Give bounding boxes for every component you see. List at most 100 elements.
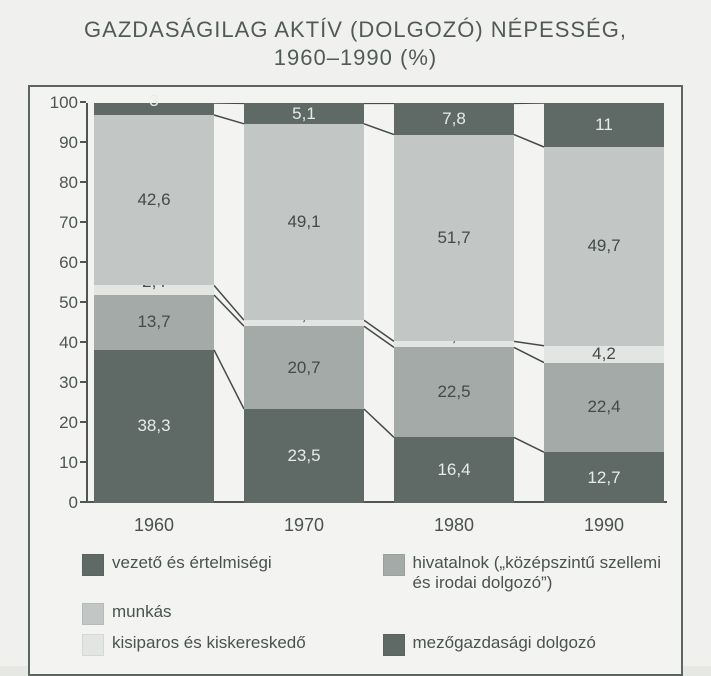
legend-label: vezető és értelmiségi — [112, 553, 272, 573]
plot-area: 010203040506070809010038,313,72,442,6323… — [86, 103, 667, 503]
segment-kisiparos: 2,4 — [94, 285, 214, 295]
segment-munkas: 51,7 — [394, 135, 514, 342]
segment-munkas: 49,7 — [544, 147, 664, 346]
connector-line — [514, 347, 544, 362]
segment-label: 7,8 — [442, 109, 466, 129]
legend-label: kisiparos és kiskereskedő — [112, 633, 306, 653]
segment-hivatalnok: 22,5 — [394, 347, 514, 437]
segment-vezeto: 11 — [544, 103, 664, 147]
x-label: 1970 — [244, 515, 364, 536]
legend-label: hivatalnok („középszintű szellemi és iro… — [413, 553, 664, 594]
segment-munkas: 42,6 — [94, 115, 214, 285]
connector-line — [214, 285, 244, 320]
segment-label: 16,4 — [437, 460, 470, 480]
connector-line — [214, 350, 244, 409]
segment-label: 49,7 — [587, 236, 620, 256]
segment-label: 49,1 — [287, 212, 320, 232]
ytick-mark — [80, 381, 86, 383]
segment-label: 42,6 — [137, 190, 170, 210]
ytick-label: 70 — [38, 213, 78, 233]
legend-item-munkas: munkás — [82, 602, 363, 625]
legend-swatch — [383, 634, 405, 656]
legend-swatch — [82, 554, 104, 576]
ytick-label: 100 — [38, 93, 78, 113]
legend-item-hivatalnok: hivatalnok („középszintű szellemi és iro… — [383, 553, 664, 594]
ytick-label: 20 — [38, 413, 78, 433]
ytick-label: 30 — [38, 373, 78, 393]
segment-vezeto: 7,8 — [394, 103, 514, 134]
segment-label: 22,4 — [587, 397, 620, 417]
ytick-mark — [80, 501, 86, 503]
x-label: 1990 — [544, 515, 664, 536]
ytick-label: 0 — [38, 493, 78, 513]
segment-vezeto: 3 — [94, 103, 214, 115]
connector-line — [214, 295, 244, 326]
connector-line — [364, 124, 394, 135]
segment-label: 3 — [149, 91, 158, 111]
connector-line — [364, 320, 394, 341]
segment-kisiparos: 1,5 — [394, 341, 514, 347]
legend-label: munkás — [112, 602, 172, 622]
ytick-label: 10 — [38, 453, 78, 473]
ytick-label: 60 — [38, 253, 78, 273]
connector-line — [364, 409, 394, 437]
ytick-mark — [80, 301, 86, 303]
ytick-mark — [80, 341, 86, 343]
segment-label: 23,5 — [287, 446, 320, 466]
segment-label: 11 — [595, 115, 613, 135]
ytick-label: 50 — [38, 293, 78, 313]
title-line-1: GAZDASÁGILAG AKTÍV (DOLGOZÓ) NÉPESSÉG, — [84, 17, 627, 42]
legend-swatch — [82, 634, 104, 656]
ytick-mark — [80, 421, 86, 423]
ytick-mark — [80, 261, 86, 263]
x-axis-labels: 1960 1970 1980 1990 — [86, 509, 667, 539]
connector-line — [364, 326, 394, 347]
segment-label: 4,2 — [592, 344, 616, 364]
y-axis — [86, 103, 88, 503]
ytick-label: 80 — [38, 173, 78, 193]
segment-kisiparos: 4,2 — [544, 346, 664, 363]
chart-title: GAZDASÁGILAG AKTÍV (DOLGOZÓ) NÉPESSÉG, 1… — [0, 16, 711, 71]
legend-item-kisiparos: kisiparos és kiskereskedő — [82, 633, 363, 656]
ytick-mark — [80, 101, 86, 103]
segment-munkas: 49,1 — [244, 124, 364, 320]
legend-swatch — [82, 603, 104, 625]
segment-label: 38,3 — [137, 416, 170, 436]
segment-hivatalnok: 20,7 — [244, 326, 364, 409]
segment-label: 12,7 — [587, 468, 620, 488]
connector-line — [514, 437, 544, 452]
legend-item-mezogazdasagi: mezőgazdasági dolgozó — [383, 633, 664, 656]
ytick-mark — [80, 461, 86, 463]
segment-mezogazdasagi: 16,4 — [394, 437, 514, 503]
connector-line — [214, 115, 244, 124]
chart-frame: 0 10 20 30 40 50 60 70 80 90 100 38,3 13,7 2,4 42,6 3 23… — [28, 85, 683, 676]
ytick-label: 90 — [38, 133, 78, 153]
segment-label: 51,7 — [437, 228, 470, 248]
ytick-mark — [80, 141, 86, 143]
segment-hivatalnok: 22,4 — [544, 363, 664, 453]
segment-vezeto: 5,1 — [244, 103, 364, 123]
connector-line — [514, 135, 544, 147]
legend: vezető és értelmiségi hivatalnok („középs… — [82, 553, 663, 656]
title-line-2: 1960–1990 (%) — [274, 45, 437, 70]
segment-label: 22,5 — [437, 382, 470, 402]
segment-mezogazdasagi: 38,3 — [94, 350, 214, 503]
page-root: GAZDASÁGILAG AKTÍV (DOLGOZÓ) NÉPESSÉG, 1… — [0, 0, 711, 666]
connector-line — [514, 341, 544, 345]
ytick-mark — [80, 181, 86, 183]
segment-hivatalnok: 13,7 — [94, 295, 214, 350]
x-label: 1980 — [394, 515, 514, 536]
legend-item-vezeto: vezető és értelmiségi — [82, 553, 363, 594]
x-label: 1960 — [94, 515, 214, 536]
legend-swatch — [383, 554, 405, 576]
segment-mezogazdasagi: 23,5 — [244, 409, 364, 503]
segment-label: 13,7 — [137, 312, 170, 332]
segment-label: 20,7 — [287, 358, 320, 378]
segment-kisiparos: 1,5 — [244, 320, 364, 326]
legend-empty — [383, 602, 664, 625]
ytick-mark — [80, 221, 86, 223]
ytick-label: 40 — [38, 333, 78, 353]
legend-label: mezőgazdasági dolgozó — [413, 633, 596, 653]
segment-label: 5,1 — [292, 104, 316, 124]
segment-mezogazdasagi: 12,7 — [544, 452, 664, 503]
